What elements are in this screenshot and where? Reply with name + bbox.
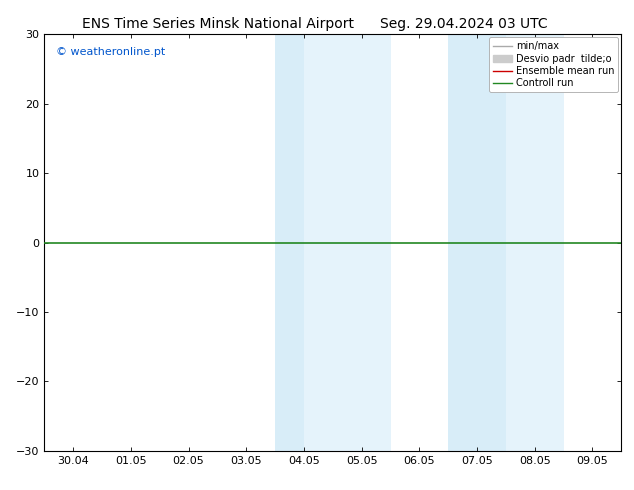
Legend: min/max, Desvio padr  tilde;o, Ensemble mean run, Controll run: min/max, Desvio padr tilde;o, Ensemble m… xyxy=(489,37,618,92)
Bar xyxy=(304,34,391,451)
Bar xyxy=(275,34,304,451)
Text: © weatheronline.pt: © weatheronline.pt xyxy=(56,47,165,57)
Bar xyxy=(506,34,564,451)
Bar xyxy=(448,34,506,451)
Text: Seg. 29.04.2024 03 UTC: Seg. 29.04.2024 03 UTC xyxy=(380,17,548,31)
Text: ENS Time Series Minsk National Airport: ENS Time Series Minsk National Airport xyxy=(82,17,354,31)
